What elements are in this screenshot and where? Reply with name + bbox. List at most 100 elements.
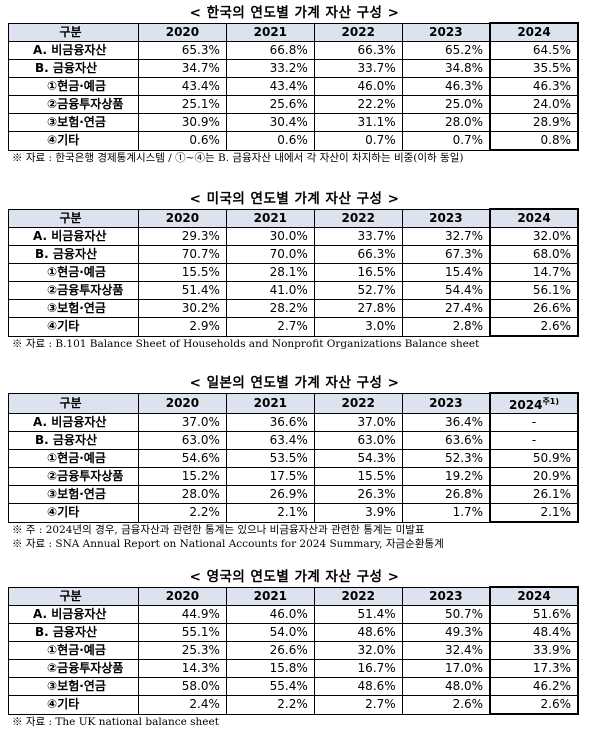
value-cell: 2.7% <box>225 317 315 337</box>
table-row: ②금융투자상품 25.1% 25.6% 22.2% 25.0% 24.0% <box>8 95 579 114</box>
korea-section: < 한국의 연도별 가계 자산 구성 > 구분 2020 2021 2022 2023 2… <box>0 4 589 165</box>
year-header: 2024 <box>489 22 579 42</box>
value-cell: 35.5% <box>489 59 579 78</box>
year-header: 2021 <box>225 22 315 42</box>
usa-source-note: ※ 자료 : B.101 Balance Sheet of Households… <box>12 338 480 350</box>
value-cell: 63.0% <box>313 431 403 450</box>
value-cell: 54.3% <box>313 449 403 468</box>
value-cell: 52.3% <box>401 449 491 468</box>
table-row: ①현금·예금 25.3% 26.6% 32.0% 32.4% 33.9% <box>8 641 579 660</box>
value-cell: 65.2% <box>401 41 491 60</box>
value-cell: 24.0% <box>489 95 579 114</box>
uk-title: < 영국의 연도별 가계 자산 구성 > <box>189 569 400 585</box>
row-label: ①현금·예금 <box>8 77 139 96</box>
value-cell: 0.8% <box>489 131 579 151</box>
value-cell: 15.8% <box>225 659 315 678</box>
table-row: ③보험·연금 58.0% 55.4% 48.6% 48.0% 46.2% <box>8 677 579 696</box>
row-label: ③보험·연금 <box>8 485 139 504</box>
value-cell: 63.4% <box>225 431 315 450</box>
year-header: 2021 <box>225 586 315 606</box>
value-cell: 36.4% <box>401 413 491 432</box>
value-cell: 2.6% <box>401 695 491 715</box>
value-cell: 2.1% <box>489 503 579 523</box>
row-label: ④기타 <box>8 695 139 715</box>
value-cell: 29.3% <box>138 227 227 246</box>
header-row: 구분 2020 2021 2022 2023 2024 <box>8 22 579 42</box>
value-cell: 17.3% <box>489 659 579 678</box>
year-header: 2022 <box>313 392 403 414</box>
value-cell: 66.3% <box>313 245 403 264</box>
value-cell: 55.1% <box>138 623 227 642</box>
value-cell: 26.9% <box>225 485 315 504</box>
value-cell: 44.9% <box>138 605 227 624</box>
year-header: 2024주1) <box>489 392 579 414</box>
year-header: 2021 <box>225 208 315 228</box>
row-label: ②금융투자상품 <box>8 95 139 114</box>
value-cell: 31.1% <box>313 113 403 132</box>
year-header: 2023 <box>401 586 491 606</box>
header-row: 구분 2020 2021 2022 2023 2024 <box>8 586 579 606</box>
value-cell: 67.3% <box>401 245 491 264</box>
row-label: A. 비금융자산 <box>8 413 139 432</box>
value-cell: - <box>489 413 579 432</box>
year-header: 2020 <box>138 22 227 42</box>
value-cell: 26.8% <box>401 485 491 504</box>
year-header: 2023 <box>401 392 491 414</box>
value-cell: 1.7% <box>401 503 491 523</box>
japan-section: < 일본의 연도별 가계 자산 구성 > 구분 2020 2021 2022 2023 2… <box>0 374 589 551</box>
row-label: B. 금융자산 <box>8 59 139 78</box>
value-cell: 33.7% <box>313 227 403 246</box>
value-cell: 28.1% <box>225 263 315 282</box>
value-cell: 51.6% <box>489 605 579 624</box>
value-cell: 2.6% <box>489 317 579 337</box>
row-label: ③보험·연금 <box>8 677 139 696</box>
table-row: ④기타 2.9% 2.7% 3.0% 2.8% 2.6% <box>8 317 579 337</box>
value-cell: 14.3% <box>138 659 227 678</box>
year-header: 2023 <box>401 22 491 42</box>
year-header: 2024 <box>489 208 579 228</box>
value-cell: 49.3% <box>401 623 491 642</box>
value-cell: 2.6% <box>489 695 579 715</box>
row-label: ④기타 <box>8 503 139 523</box>
japan-title: < 일본의 연도별 가계 자산 구성 > <box>189 375 400 391</box>
value-cell: 48.4% <box>489 623 579 642</box>
korea-title: < 한국의 연도별 가계 자산 구성 > <box>189 5 400 21</box>
value-cell: 34.7% <box>138 59 227 78</box>
uk-section: < 영국의 연도별 가계 자산 구성 > 구분 2020 2021 2022 2023 2… <box>0 568 589 729</box>
value-cell: 64.5% <box>489 41 579 60</box>
value-cell: 25.3% <box>138 641 227 660</box>
row-label: ①현금·예금 <box>8 449 139 468</box>
value-cell: 28.2% <box>225 299 315 318</box>
value-cell: 20.9% <box>489 467 579 486</box>
value-cell: 16.7% <box>313 659 403 678</box>
row-label: ③보험·연금 <box>8 299 139 318</box>
value-cell: 46.2% <box>489 677 579 696</box>
value-cell: 66.3% <box>313 41 403 60</box>
value-cell: 32.0% <box>313 641 403 660</box>
value-cell: 51.4% <box>138 281 227 300</box>
value-cell: 36.6% <box>225 413 315 432</box>
year-header: 2022 <box>313 22 403 42</box>
value-cell: 53.5% <box>225 449 315 468</box>
row-label: A. 비금융자산 <box>8 605 139 624</box>
value-cell: 14.7% <box>489 263 579 282</box>
value-cell: 28.9% <box>489 113 579 132</box>
value-cell: 50.7% <box>401 605 491 624</box>
value-cell: 41.0% <box>225 281 315 300</box>
value-cell: 2.2% <box>225 695 315 715</box>
value-cell: 3.0% <box>313 317 403 337</box>
table-row: ②금융투자상품 15.2% 17.5% 15.5% 19.2% 20.9% <box>8 467 579 486</box>
value-cell: 19.2% <box>401 467 491 486</box>
value-cell: 33.7% <box>313 59 403 78</box>
value-cell: 54.6% <box>138 449 227 468</box>
table-row: B. 금융자산 55.1% 54.0% 48.6% 49.3% 48.4% <box>8 623 579 642</box>
row-label: A. 비금융자산 <box>8 41 139 60</box>
row-label: ②금융투자상품 <box>8 659 139 678</box>
value-cell: 2.8% <box>401 317 491 337</box>
value-cell: 48.6% <box>313 623 403 642</box>
value-cell: 2.4% <box>138 695 227 715</box>
value-cell: 54.4% <box>401 281 491 300</box>
row-label: ④기타 <box>8 131 139 151</box>
row-label: ②금융투자상품 <box>8 467 139 486</box>
value-cell: 33.9% <box>489 641 579 660</box>
